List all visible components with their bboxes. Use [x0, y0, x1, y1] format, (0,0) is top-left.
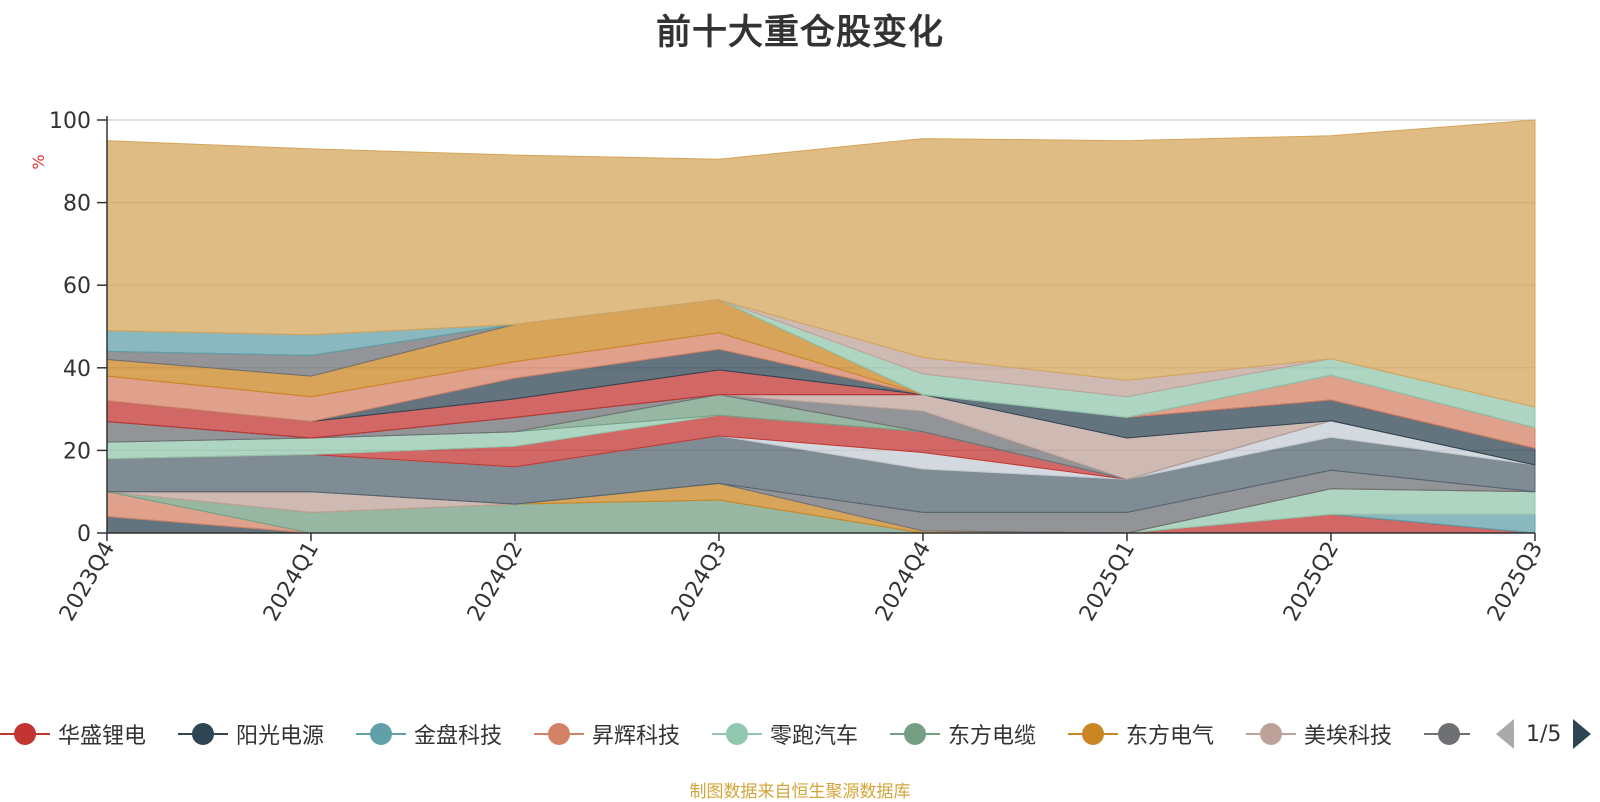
- pager-prev-icon[interactable]: [1496, 719, 1514, 749]
- legend-item[interactable]: 零跑汽车: [712, 706, 858, 762]
- legend-marker-icon: [1424, 719, 1470, 749]
- x-tick-label: 2024Q3: [667, 538, 732, 626]
- legend-marker-icon: [534, 719, 584, 749]
- y-tick-label: 80: [63, 192, 91, 217]
- x-tick-label: 2025Q2: [1279, 538, 1344, 626]
- legend-marker-icon: [712, 719, 762, 749]
- y-tick-label: 100: [49, 109, 91, 134]
- legend-label: 阳光电源: [236, 724, 325, 749]
- legend-item[interactable]: 昇辉科技: [534, 706, 680, 762]
- legend-label: 东方电气: [1126, 724, 1215, 749]
- y-tick-label: 40: [63, 357, 91, 382]
- legend-pager: 1/5: [1496, 714, 1592, 754]
- y-tick-label: 0: [77, 522, 91, 547]
- legend-label: 零跑汽车: [770, 724, 859, 749]
- legend-marker-icon: [178, 719, 228, 749]
- pager-next-icon[interactable]: [1573, 719, 1592, 749]
- legend-item[interactable]: 美埃科技: [1246, 706, 1392, 762]
- legend-label: 金盘科技: [414, 724, 503, 749]
- area-series: [106, 119, 1536, 408]
- legend-item[interactable]: 宁德时代: [1424, 706, 1470, 762]
- legend-marker-icon: [0, 719, 50, 749]
- legend-marker-icon: [1068, 719, 1118, 749]
- legend-item[interactable]: 东方电气: [1068, 706, 1214, 762]
- x-tick-label: 2024Q4: [871, 538, 936, 626]
- x-tick-label: 2025Q3: [1483, 538, 1548, 626]
- legend-marker-icon: [356, 719, 406, 749]
- x-tick-label: 2024Q1: [259, 538, 324, 626]
- x-tick-label: 2024Q2: [463, 538, 528, 626]
- x-tick-label: 2025Q1: [1075, 538, 1140, 626]
- pager-page-text: 1/5: [1526, 721, 1562, 747]
- y-tick-label: 20: [63, 439, 91, 464]
- legend-label: 华盛锂电: [58, 724, 147, 749]
- legend-item[interactable]: 东方电缆: [890, 706, 1036, 762]
- legend-item[interactable]: 阳光电源: [178, 706, 324, 762]
- legend-item[interactable]: 金盘科技: [356, 706, 502, 762]
- legend-item[interactable]: 华盛锂电: [0, 706, 146, 762]
- y-tick-label: 60: [63, 274, 91, 299]
- legend: 华盛锂电 阳光电源 金盘科技 昇辉科技 零跑汽车 东方电缆 东方电气 美埃科技 宁德时代: [0, 706, 1470, 762]
- x-tick-label: 2023Q4: [55, 538, 120, 626]
- chart-title: 前十大重仓股变化: [655, 13, 944, 53]
- legend-label: 东方电缆: [948, 724, 1037, 749]
- legend-label: 昇辉科技: [592, 724, 681, 749]
- area-layer: [106, 119, 1536, 534]
- legend-label: 美埃科技: [1304, 724, 1393, 749]
- legend-marker-icon: [1246, 719, 1296, 749]
- legend-marker-icon: [890, 719, 940, 749]
- source-note: 制图数据来自恒生聚源数据库: [689, 782, 911, 802]
- y-axis-label: %: [29, 154, 48, 169]
